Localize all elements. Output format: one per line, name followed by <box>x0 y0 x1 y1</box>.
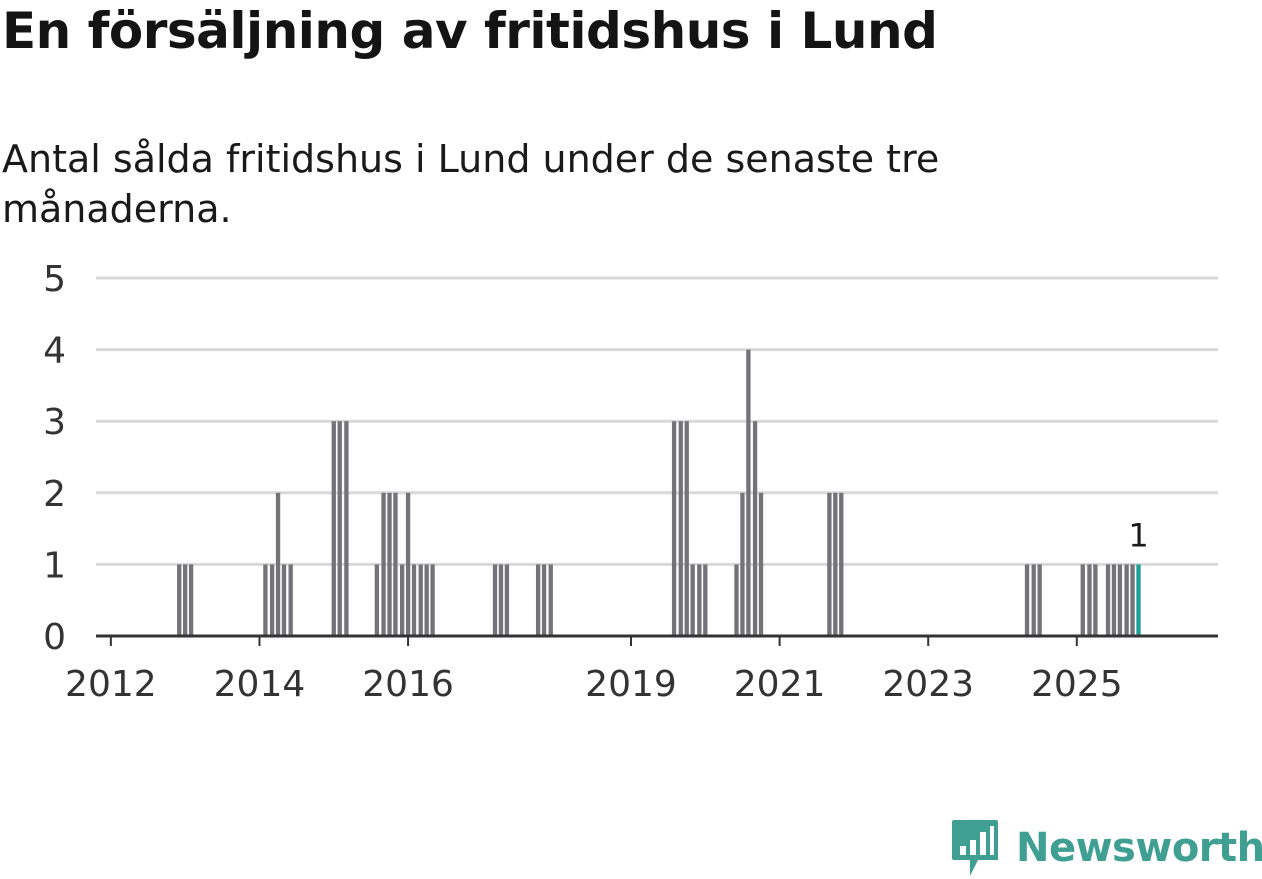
bar <box>1117 564 1123 636</box>
data-label: 1 <box>1128 516 1148 554</box>
x-tick-label: 2023 <box>882 664 974 705</box>
y-tick-label: 1 <box>43 545 66 586</box>
bar <box>758 492 764 636</box>
bar <box>734 564 739 636</box>
bar <box>281 564 287 636</box>
bar <box>269 564 275 636</box>
bar <box>188 564 194 636</box>
bar <box>1130 564 1135 636</box>
bar <box>263 564 268 636</box>
bar <box>337 421 342 636</box>
y-tick-label: 3 <box>43 402 66 443</box>
bar <box>839 492 844 636</box>
bar <box>535 564 541 636</box>
bar <box>1087 564 1092 636</box>
chart-subtitle: Antal sålda fritidshus i Lund under de s… <box>2 137 940 231</box>
x-tick-label: 2016 <box>362 664 454 705</box>
bar <box>492 564 498 636</box>
bar <box>1111 564 1117 636</box>
y-tick-label: 2 <box>43 474 66 515</box>
newsworthy-logo-icon <box>952 820 998 876</box>
x-tick-label: 2019 <box>585 664 677 705</box>
bar <box>1024 564 1030 636</box>
bar <box>344 421 349 636</box>
brand-name: Newsworthy <box>1016 825 1262 871</box>
bar <box>671 421 677 636</box>
bar <box>387 492 392 636</box>
bar <box>405 492 411 636</box>
bar <box>498 564 504 636</box>
brand-logo: Newsworthy <box>950 818 1262 878</box>
y-tick-label: 0 <box>43 617 66 658</box>
bar <box>288 564 293 636</box>
bar <box>275 492 281 636</box>
bar <box>183 564 188 636</box>
highlight-bar <box>1136 564 1141 636</box>
bar <box>1124 564 1129 636</box>
bar <box>833 492 838 636</box>
bar <box>1105 564 1111 636</box>
bar <box>393 492 398 636</box>
bar <box>697 564 702 636</box>
bar <box>690 564 695 636</box>
chart-title: En försäljning av fritidshus i Lund <box>2 2 938 60</box>
bar <box>430 564 435 636</box>
bar <box>1031 564 1036 636</box>
bar <box>504 564 510 636</box>
bar <box>399 564 405 636</box>
bar <box>752 421 758 636</box>
bar <box>684 421 689 636</box>
bar <box>703 564 708 636</box>
bar <box>1080 564 1085 636</box>
bar <box>541 564 547 636</box>
bar <box>424 564 429 636</box>
bar <box>177 564 182 636</box>
x-tick-label: 2012 <box>65 664 157 705</box>
x-tick-label: 2021 <box>734 664 826 705</box>
bar <box>740 492 745 636</box>
bar <box>827 492 832 636</box>
bar <box>418 564 423 636</box>
bar <box>678 421 683 636</box>
bar <box>381 492 386 636</box>
bar <box>548 564 553 636</box>
bar <box>331 421 336 636</box>
y-tick-label: 4 <box>43 331 66 372</box>
x-tick-label: 2014 <box>214 664 306 705</box>
bar <box>411 564 417 636</box>
bar <box>746 349 751 636</box>
y-tick-label: 5 <box>43 259 66 300</box>
x-tick-label: 2025 <box>1031 664 1123 705</box>
bar <box>1093 564 1098 636</box>
bar <box>1037 564 1042 636</box>
bar <box>374 564 380 636</box>
